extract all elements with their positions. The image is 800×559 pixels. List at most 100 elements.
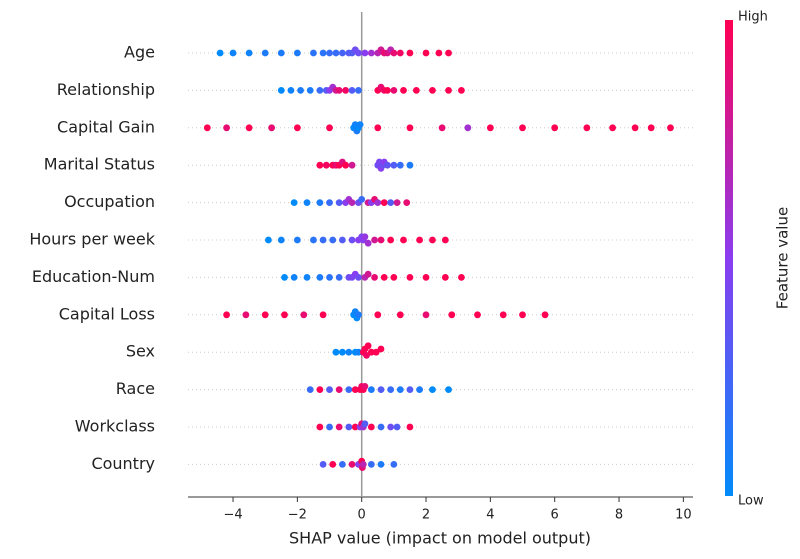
x-axis-label: SHAP value (impact on model output) [289,529,591,548]
dot [541,311,549,319]
x-tick-label: 0 [358,508,366,523]
dot [281,274,288,281]
colorbar-low: Low [738,494,764,509]
dot [380,199,388,207]
dot [316,274,324,281]
feature-label: Age [124,43,155,62]
dot [364,270,372,278]
dot [345,386,353,393]
dot [422,49,430,57]
dot [329,461,337,468]
dot [306,386,314,393]
x-tick-label: −4 [223,508,242,523]
dot [400,87,407,94]
dot [287,87,295,94]
dot [519,311,526,319]
feature-label: Workclass [75,417,155,436]
dot [551,124,559,132]
dot [499,311,507,319]
dot [310,49,317,57]
dot [406,124,414,132]
dot [406,423,414,431]
feature-label: Marital Status [44,155,155,174]
dot [448,311,456,319]
dot [335,87,343,94]
dot [631,124,639,132]
dot [377,236,385,244]
feature-label: Occupation [64,192,155,211]
dot [348,161,356,169]
dot [348,199,356,207]
dot [348,461,356,468]
dot [342,87,350,94]
dot [384,161,391,169]
dot [316,386,324,393]
dot [329,236,337,244]
dot [335,274,343,281]
dot [374,311,382,319]
dot [356,121,364,128]
dot [458,87,465,94]
dot [441,236,449,244]
dot [374,124,382,132]
feature-label: Hours per week [29,230,155,249]
dot [390,49,398,57]
dot [355,274,362,281]
dot [372,348,380,356]
dot [355,311,362,319]
dot [374,199,382,207]
dot [367,348,375,356]
dot [400,236,407,244]
dot [332,49,340,57]
dot [326,49,333,57]
dot [355,348,362,356]
dot [384,87,391,94]
dot [390,87,398,94]
dot [268,124,276,132]
dot [223,311,230,319]
dot [363,352,370,359]
dot [429,236,436,244]
dot [429,87,436,94]
dot [316,161,324,169]
dot [367,461,375,468]
dot [319,49,327,57]
dot [474,311,481,319]
dot [406,161,414,169]
dot [355,87,362,94]
dot [406,49,414,57]
dot [390,274,398,281]
dot [326,199,333,207]
dot [332,348,340,356]
dot [351,386,359,393]
dot [326,423,333,431]
dot [293,49,301,57]
dot [406,274,414,281]
dot [377,423,385,431]
dot [355,49,362,57]
dot [367,423,375,431]
dot [338,461,346,468]
dot [377,461,385,468]
dot [367,386,375,393]
dot [338,236,346,244]
dot [438,124,446,132]
dot [371,274,378,281]
dot [297,87,304,94]
dot [406,386,414,393]
dot [348,87,356,94]
dot [364,342,372,350]
feature-label: Capital Gain [57,117,155,136]
dot [358,196,366,203]
dot [361,49,369,57]
dot [319,461,327,468]
dot [412,87,420,94]
feature-label: Education-Num [32,267,155,286]
dot [377,386,385,393]
dot [223,124,230,132]
dot [435,49,443,57]
feature-label: Sex [126,342,155,361]
dot [306,87,314,94]
dot [245,49,253,57]
feature-label: Race [116,379,155,398]
